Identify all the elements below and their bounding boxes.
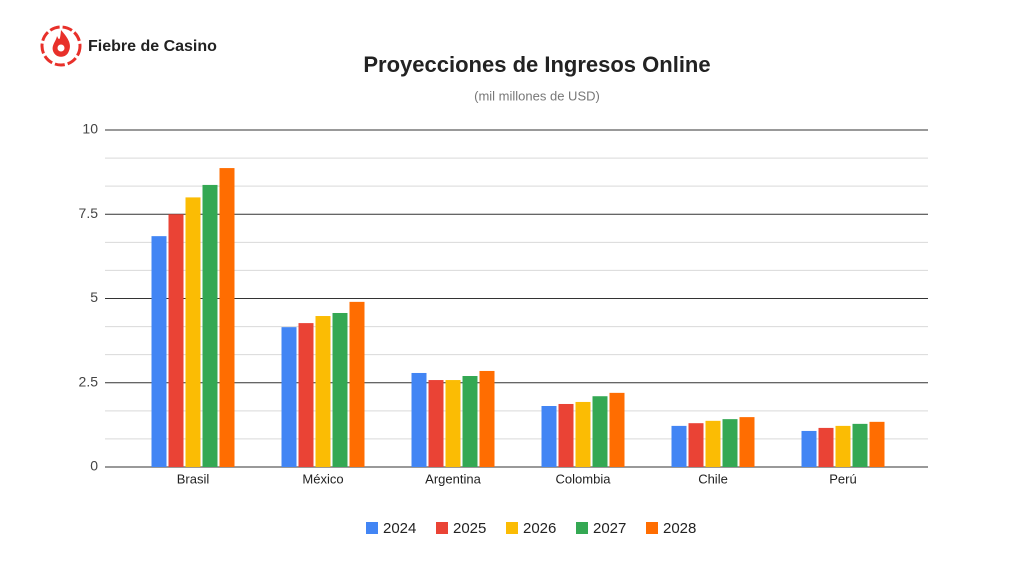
legend-label: 2024 bbox=[383, 520, 416, 537]
bar bbox=[281, 327, 297, 467]
bar bbox=[705, 420, 721, 467]
bar bbox=[168, 214, 184, 467]
y-tick-label: 10 bbox=[82, 121, 98, 137]
bar bbox=[739, 417, 755, 467]
legend-label: 2028 bbox=[663, 520, 696, 537]
legend-swatch bbox=[646, 522, 658, 534]
bar bbox=[219, 168, 235, 467]
bar bbox=[202, 184, 218, 467]
y-tick-label: 0 bbox=[90, 458, 98, 474]
bar bbox=[411, 372, 427, 467]
x-tick-label: México bbox=[302, 471, 343, 486]
x-tick-label: Colombia bbox=[556, 471, 612, 486]
bar bbox=[315, 316, 331, 467]
bar bbox=[428, 380, 444, 467]
bar bbox=[151, 236, 167, 467]
x-tick-label: Brasil bbox=[177, 471, 210, 486]
bar bbox=[609, 392, 625, 467]
x-tick-label: Chile bbox=[698, 471, 728, 486]
bar bbox=[462, 376, 478, 467]
chart-title: Proyecciones de Ingresos Online bbox=[363, 52, 710, 77]
legend-label: 2026 bbox=[523, 520, 556, 537]
bar bbox=[869, 421, 885, 467]
bar bbox=[801, 430, 817, 467]
bar bbox=[349, 301, 365, 467]
bar bbox=[298, 323, 314, 467]
legend-swatch bbox=[436, 522, 448, 534]
bar bbox=[852, 423, 868, 467]
x-tick-label: Perú bbox=[829, 471, 856, 486]
bar bbox=[558, 403, 574, 467]
bar bbox=[688, 423, 704, 467]
bar bbox=[835, 425, 851, 467]
bar bbox=[722, 419, 738, 467]
bar bbox=[575, 401, 591, 467]
x-tick-label: Argentina bbox=[425, 471, 481, 486]
legend-label: 2025 bbox=[453, 520, 486, 537]
bar bbox=[479, 370, 495, 467]
bar bbox=[671, 425, 687, 467]
legend-swatch bbox=[366, 522, 378, 534]
bar bbox=[541, 406, 557, 467]
legend-swatch bbox=[576, 522, 588, 534]
bar bbox=[592, 396, 608, 467]
y-tick-label: 2.5 bbox=[79, 373, 99, 389]
bar bbox=[445, 380, 461, 467]
bar bbox=[332, 312, 348, 467]
bar bbox=[818, 427, 834, 467]
bar bbox=[185, 197, 201, 467]
brand-name: Fiebre de Casino bbox=[88, 38, 217, 55]
y-tick-label: 5 bbox=[90, 289, 98, 305]
y-tick-label: 7.5 bbox=[79, 205, 99, 221]
chart-subtitle: (mil millones de USD) bbox=[474, 88, 600, 103]
legend-label: 2027 bbox=[593, 520, 626, 537]
logo-icon bbox=[40, 25, 82, 67]
legend-swatch bbox=[506, 522, 518, 534]
